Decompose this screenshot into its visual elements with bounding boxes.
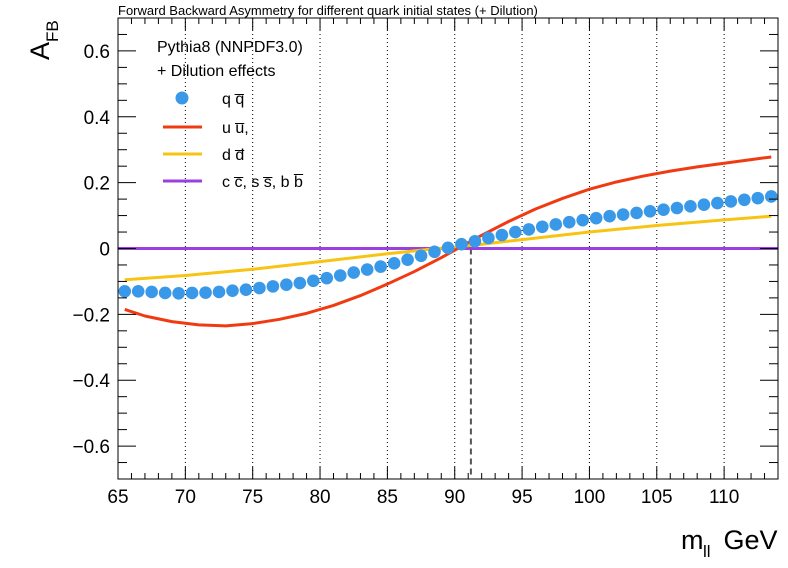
y-tick-label: 0.4 bbox=[84, 108, 111, 129]
data-point-qqbar bbox=[158, 286, 172, 300]
data-point-qqbar bbox=[468, 234, 482, 248]
x-tick-label: 65 bbox=[107, 487, 128, 508]
data-point-qqbar bbox=[535, 220, 549, 234]
legend-header-1: Pythia8 (NNPDF3.0) bbox=[157, 39, 303, 56]
series-line-u-ubar bbox=[124, 155, 772, 328]
data-point-qqbar bbox=[576, 213, 589, 227]
legend-marker-qqbar bbox=[175, 91, 189, 105]
legend-label-uubar: u u̅, bbox=[222, 120, 249, 137]
data-point-qqbar bbox=[738, 193, 751, 207]
y-axis-title-sub: FB bbox=[43, 20, 62, 42]
data-point-qqbar bbox=[333, 269, 347, 282]
x-axis-title-main: m bbox=[681, 525, 704, 555]
x-axis-title-unit: GeV bbox=[716, 525, 778, 555]
data-point-qqbar bbox=[387, 257, 401, 270]
data-point-qqbar bbox=[684, 200, 697, 213]
x-tick-label: 110 bbox=[709, 487, 739, 508]
y-tick-label: 0.2 bbox=[84, 174, 110, 195]
y-tick-label: −0.2 bbox=[72, 305, 110, 326]
data-point-qqbar bbox=[414, 249, 428, 263]
x-tick-label: 90 bbox=[444, 487, 465, 508]
legend-label-heavy: c c̅, s s̅, b b̅ bbox=[222, 173, 304, 191]
data-point-qqbar bbox=[253, 281, 266, 295]
data-point-qqbar bbox=[603, 209, 616, 223]
data-point-qqbar bbox=[118, 285, 132, 298]
data-point-qqbar bbox=[751, 191, 765, 205]
x-tick-label: 85 bbox=[377, 487, 398, 508]
x-tick-label: 100 bbox=[574, 487, 606, 508]
legend: Pythia8 (NNPDF3.0) + Dilution effects q … bbox=[157, 39, 304, 191]
data-point-qqbar bbox=[455, 237, 468, 251]
data-point-qqbar bbox=[185, 286, 199, 300]
x-axis-ticks: 65 70 75 80 85 90 95 100 105 110 bbox=[107, 18, 779, 508]
data-point-qqbar bbox=[657, 203, 670, 216]
x-tick-label: 70 bbox=[175, 487, 196, 508]
data-point-qqbar bbox=[360, 263, 374, 276]
data-point-qqbar bbox=[441, 241, 455, 255]
data-point-qqbar bbox=[280, 278, 293, 292]
legend-header-2: + Dilution effects bbox=[157, 63, 275, 80]
x-tick-label: 75 bbox=[242, 487, 263, 508]
x-tick-label: 105 bbox=[641, 487, 673, 508]
data-point-qqbar bbox=[199, 286, 212, 299]
data-point-qqbar bbox=[670, 201, 684, 215]
data-point-qqbar bbox=[549, 218, 563, 231]
data-point-qqbar bbox=[616, 208, 630, 221]
x-tick-label: 95 bbox=[512, 487, 533, 508]
y-axis-title-main: A bbox=[25, 42, 55, 60]
x-axis-title-sub: ll bbox=[703, 542, 711, 561]
data-point-qqbar bbox=[401, 253, 414, 266]
data-point-qqbar bbox=[307, 274, 320, 288]
data-point-qqbar bbox=[509, 225, 522, 239]
series-layer bbox=[118, 155, 778, 328]
data-point-qqbar bbox=[293, 276, 307, 290]
data-point-qqbar bbox=[589, 211, 603, 225]
y-axis-ticks: −0.6 −0.4 −0.2 0 0.2 0.4 0.6 bbox=[72, 17, 778, 480]
data-point-qqbar bbox=[320, 271, 334, 285]
data-point-qqbar bbox=[482, 231, 495, 245]
legend-label-qqbar: q q̅ bbox=[222, 91, 244, 108]
data-point-qqbar bbox=[724, 195, 738, 208]
legend-label-ddbar: d d̅ bbox=[222, 147, 245, 164]
data-point-qqbar bbox=[374, 260, 387, 273]
data-point-qqbar bbox=[630, 206, 643, 220]
data-point-qqbar bbox=[764, 190, 778, 203]
data-point-qqbar bbox=[226, 284, 239, 297]
data-point-qqbar bbox=[562, 215, 576, 229]
y-tick-label: −0.6 bbox=[72, 437, 110, 458]
y-tick-label: 0.6 bbox=[84, 42, 110, 63]
data-point-qqbar bbox=[347, 266, 361, 279]
data-point-qqbar bbox=[495, 228, 509, 242]
y-tick-label: 0 bbox=[99, 240, 110, 261]
data-point-qqbar bbox=[239, 283, 253, 296]
data-point-qqbar bbox=[266, 280, 280, 293]
data-point-qqbar bbox=[131, 285, 145, 298]
data-point-qqbar bbox=[172, 286, 185, 300]
x-axis-title: m ll GeV bbox=[681, 525, 778, 561]
y-axis-title: A FB bbox=[25, 20, 62, 60]
data-point-qqbar bbox=[697, 198, 711, 212]
y-tick-label: −0.4 bbox=[72, 371, 110, 392]
chart-title: Forward Backward Asymmetry for different… bbox=[118, 3, 538, 18]
data-point-qqbar bbox=[643, 204, 657, 218]
data-point-qqbar bbox=[428, 245, 441, 259]
data-point-qqbar bbox=[711, 196, 724, 210]
series-line-d-dbar bbox=[124, 214, 772, 282]
data-point-qqbar bbox=[212, 285, 226, 299]
data-point-qqbar bbox=[522, 223, 536, 236]
x-tick-label: 80 bbox=[309, 487, 330, 508]
data-point-qqbar bbox=[145, 285, 158, 299]
